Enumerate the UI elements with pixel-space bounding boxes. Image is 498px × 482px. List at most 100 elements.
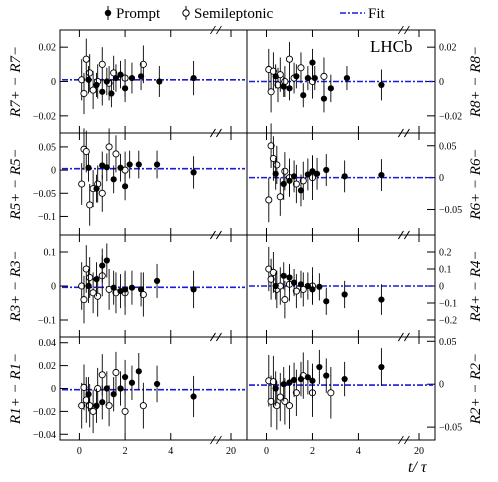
- y-axis-label: R2+ − R2−: [468, 353, 484, 425]
- y-tick-label: 0: [439, 77, 444, 88]
- prompt-point: [272, 385, 279, 392]
- prompt-point: [280, 83, 287, 90]
- axis-break-mark: [210, 435, 216, 445]
- prompt-point: [309, 59, 316, 66]
- semileptonic-point: [86, 201, 94, 209]
- prompt-point: [293, 73, 300, 80]
- prompt-point: [304, 171, 311, 178]
- prompt-point: [286, 85, 293, 92]
- prompt-point: [128, 379, 136, 386]
- axis-break-mark: [210, 25, 216, 35]
- y-tick-label: −0.05: [439, 423, 462, 434]
- prompt-point: [280, 272, 287, 279]
- prompt-point: [297, 187, 305, 194]
- semileptonic-point: [273, 402, 281, 410]
- semileptonic-point: [285, 55, 294, 63]
- prompt-point: [304, 74, 311, 82]
- prompt-point: [304, 282, 311, 290]
- axis-break-mark: [398, 128, 404, 138]
- y-axis-label: R5+ − R5−: [8, 148, 24, 220]
- y-tick-label: 0.04: [39, 338, 57, 349]
- prompt-point: [121, 373, 129, 381]
- prompt-point: [309, 377, 316, 384]
- prompt-point: [110, 176, 117, 183]
- prompt-point: [316, 283, 323, 290]
- y-tick-label: −0.02: [33, 407, 56, 418]
- y-axis-label: R7+ − R7−: [8, 46, 24, 118]
- y-tick-label: −0.02: [33, 111, 56, 122]
- y-tick-label: 0: [51, 77, 56, 88]
- semileptonic-point: [80, 383, 88, 391]
- prompt-point: [121, 183, 129, 190]
- prompt-point: [378, 171, 385, 179]
- panel-frame: [246, 336, 436, 441]
- axis-break-mark: [398, 230, 404, 240]
- semileptonic-point: [139, 60, 147, 68]
- y-tick-label: 0: [51, 282, 56, 293]
- semileptonic-point: [105, 143, 113, 151]
- prompt-point: [272, 170, 279, 177]
- panel-p1: −0.04 −0.02 0 0.02 0.04 0 2 4 20 R1+ − R1−: [8, 332, 248, 457]
- semileptonic-point: [80, 296, 88, 304]
- semileptonic-point: [82, 147, 90, 156]
- y-tick-label: −0.04: [33, 430, 56, 441]
- prompt-point: [108, 90, 115, 97]
- y-tick-label: −0.05: [33, 189, 56, 200]
- prompt-point: [117, 164, 124, 171]
- semileptonic-point: [78, 402, 86, 410]
- semileptonic-point: [265, 196, 273, 204]
- prompt-point: [153, 277, 161, 284]
- prompt-point: [156, 78, 163, 85]
- prompt-point: [128, 284, 136, 291]
- prompt-point: [311, 74, 318, 82]
- semileptonic-point: [98, 371, 106, 379]
- prompt-point: [343, 74, 351, 82]
- y-axis-label: R3+ − R3−: [8, 250, 24, 322]
- prompt-point: [93, 276, 100, 283]
- prompt-point: [290, 173, 298, 180]
- y-tick-label: 0.02: [39, 361, 57, 372]
- prompt-point: [93, 81, 100, 89]
- y-axis-label: R6+ − R6−: [468, 148, 484, 220]
- semileptonic-point: [276, 193, 284, 201]
- prompt-point: [280, 381, 287, 388]
- prompt-point: [103, 257, 110, 264]
- prompt-point: [190, 74, 197, 82]
- axis-break-mark: [210, 230, 216, 240]
- prompt-point: [110, 284, 117, 291]
- prompt-point: [341, 375, 348, 383]
- axis-break-mark: [216, 435, 222, 445]
- y-axis-label: R1+ − R1−: [8, 353, 24, 425]
- prompt-point: [378, 81, 385, 89]
- prompt-point: [297, 375, 305, 383]
- prompt-point: [153, 161, 161, 168]
- x-tick-label: 4: [356, 446, 361, 457]
- prompt-point: [286, 379, 293, 386]
- prompt-point: [103, 164, 110, 171]
- y-tick-label: 0: [439, 282, 444, 293]
- semileptonic-point: [297, 64, 305, 72]
- x-tick-label: 2: [123, 446, 128, 457]
- y-tick-label: 0.05: [39, 142, 57, 153]
- semileptonic-point: [285, 402, 294, 410]
- semileptonic-point: [267, 275, 275, 283]
- y-tick-label: −0.1: [439, 299, 457, 310]
- semileptonic-point: [267, 142, 275, 150]
- y-tick-label: 0.02: [39, 43, 57, 54]
- semileptonic-point: [98, 189, 106, 197]
- semileptonic-point: [82, 55, 90, 63]
- semileptonic-point: [105, 402, 113, 410]
- prompt-point: [117, 71, 124, 78]
- prompt-point: [286, 177, 293, 184]
- panel-p3: −0.1 0 0.1 R3+ − R3−: [8, 230, 248, 342]
- semileptonic-point: [89, 86, 97, 94]
- prompt-point: [323, 166, 330, 174]
- axis-break-mark: [404, 25, 410, 35]
- prompt-point: [290, 376, 298, 384]
- prompt-point: [309, 286, 316, 293]
- panel-frame: [59, 336, 248, 441]
- prompt-point: [99, 88, 106, 95]
- y-tick-label: 0: [439, 380, 444, 391]
- legend-prompt-label: Prompt: [116, 6, 161, 22]
